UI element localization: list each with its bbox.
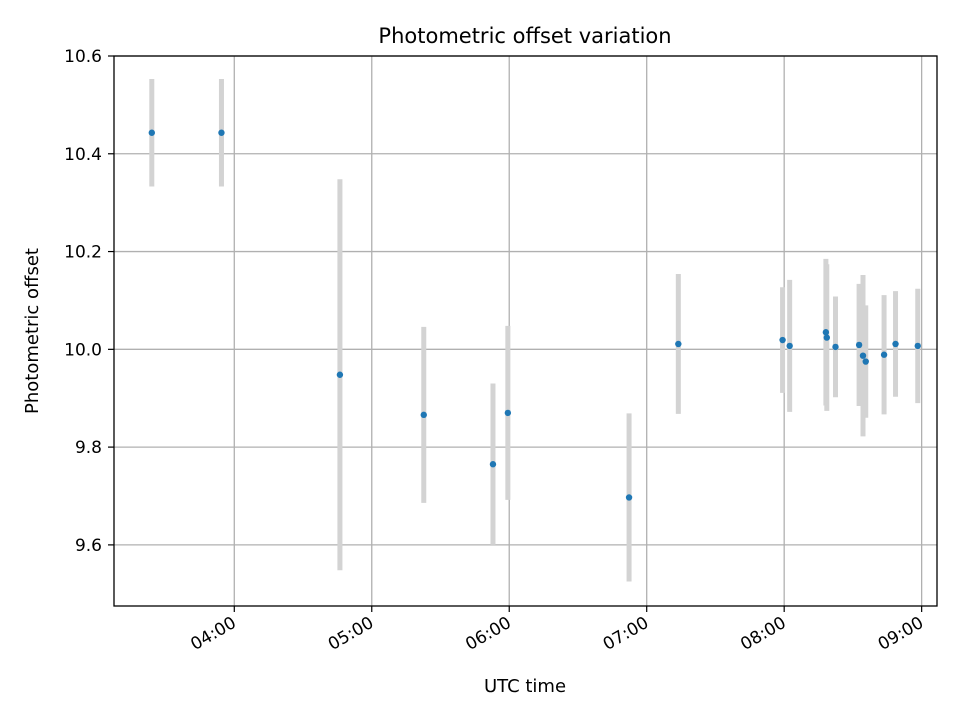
data-point [859,352,867,359]
y-tick-label: 9.6 [75,536,102,556]
data-point [779,336,786,344]
data-point [218,129,225,136]
grid [114,55,937,606]
data-point [336,371,344,378]
plot-frame [113,55,938,607]
data-point [504,409,512,417]
data-point [855,341,863,349]
data-point [625,494,633,501]
y-tick-label: 10.0 [64,340,102,360]
data-point [823,334,830,341]
data-point [675,340,682,348]
data-point [892,340,899,348]
data-point [420,411,427,419]
y-axis-label: Photometric offset [22,248,43,414]
data-point [862,358,869,365]
x-axis-label: UTC time [484,676,566,697]
data-point [148,129,156,136]
data-point [880,351,888,358]
data-point [786,342,793,350]
data-point [914,342,921,350]
y-tick-label: 10.6 [64,47,102,67]
data-point [832,343,839,351]
data-point [822,329,830,336]
x-axis-ticks: 04:00 05:00 06:00 07:00 08:00 09:00 [187,606,927,655]
data-point [489,461,497,468]
data-points [148,129,921,501]
y-tick-label: 10.4 [64,145,102,165]
x-tick-label: 04:00 [187,613,239,655]
y-axis-ticks: 9.6 9.8 10.0 10.2 10.4 10.6 [64,47,114,556]
x-tick-label: 05:00 [325,613,377,655]
x-tick-label: 06:00 [462,613,514,655]
x-tick-label: 08:00 [737,613,789,655]
chart-title: Photometric offset variation [378,24,671,48]
x-tick-label: 07:00 [600,613,652,655]
y-tick-label: 10.2 [64,243,102,263]
y-tick-label: 9.8 [75,438,102,458]
x-tick-label: 09:00 [875,613,927,655]
